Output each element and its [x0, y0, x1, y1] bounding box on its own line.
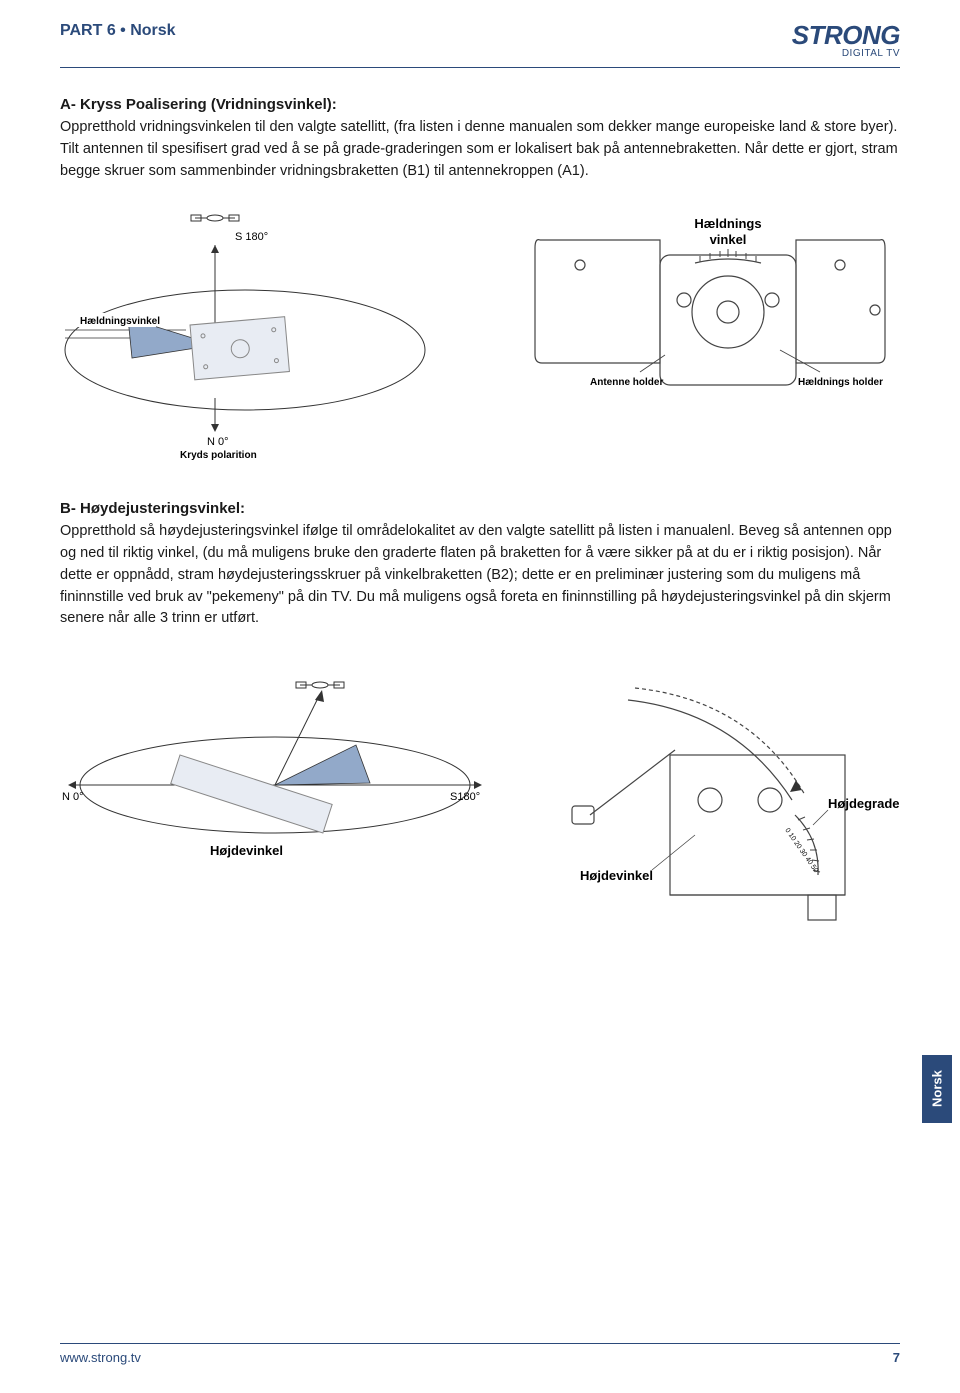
section-b-title: B- Høydejusteringsvinkel:: [60, 500, 900, 517]
footer-page-number: 7: [893, 1350, 900, 1365]
svg-text:0 10 20 30 40 50: 0 10 20 30 40 50: [783, 827, 819, 874]
brand-block: STRONG DIGITAL TV: [792, 22, 900, 59]
diagram-b-left: N 0° S180° Højdevinkel: [60, 670, 490, 890]
page-header: PART 6 • Norsk STRONG DIGITAL TV: [0, 0, 960, 67]
page-footer: www.strong.tv 7: [60, 1343, 900, 1365]
label-haeldnings: Hældnings: [694, 216, 761, 231]
part-label: PART 6 • Norsk: [60, 22, 176, 40]
label-hojdegrader: Højdegrader: [828, 796, 900, 811]
diagram-b-right: 0 10 20 30 40 50 Højdevinkel Højdegrader: [520, 670, 900, 930]
diagram-row-a: S 180° Hældningsvinkel: [60, 200, 900, 470]
label-vinkel: vinkel: [710, 232, 747, 247]
section-b-body: Oppretthold så høydejusteringsvinkel ifø…: [60, 521, 900, 630]
section-a-body: Oppretthold vridningsvinkelen til den va…: [60, 117, 900, 182]
label-kryds-polarition: Kryds polarition: [180, 450, 257, 461]
label-haeldnings-holder: Hældnings holder: [798, 377, 883, 388]
section-a-title: A- Kryss Poalisering (Vridningsvinkel):: [60, 96, 900, 113]
label-s180: S 180°: [235, 231, 268, 243]
brand-logo: STRONG: [792, 22, 900, 48]
diagram-a-right: Hældnings vinkel: [520, 200, 900, 440]
label-n0-b: N 0°: [62, 791, 84, 803]
diagram-a-left: S 180° Hældningsvinkel: [60, 200, 460, 470]
page-content: A- Kryss Poalisering (Vridningsvinkel): …: [0, 68, 960, 930]
label-hojdevinkel-left: Højdevinkel: [210, 843, 283, 858]
language-tab: Norsk: [922, 1055, 952, 1123]
label-hojdevinkel-right: Højdevinkel: [580, 868, 653, 883]
label-s180-b: S180°: [450, 791, 480, 803]
label-n0: N 0°: [207, 436, 229, 448]
diagram-row-b: N 0° S180° Højdevinkel: [60, 670, 900, 930]
label-haeldningsvinkel: Hældningsvinkel: [80, 316, 160, 327]
label-antenne-holder: Antenne holder: [590, 377, 663, 388]
footer-url: www.strong.tv: [60, 1350, 141, 1365]
